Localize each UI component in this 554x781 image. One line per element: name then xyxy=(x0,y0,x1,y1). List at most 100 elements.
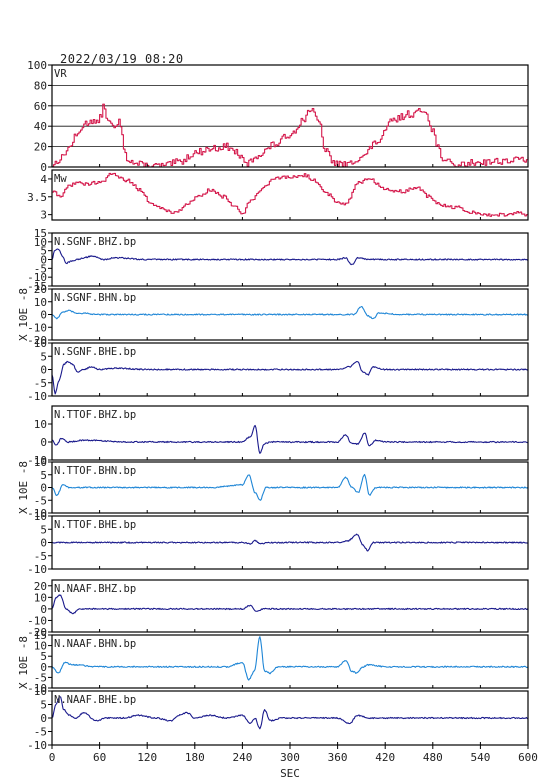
y-tick-label: 0 xyxy=(40,603,47,616)
y-tick-label: -5 xyxy=(34,494,47,507)
panel-label: N.NAAF.BHN.bp xyxy=(54,638,136,650)
panel-label: Mw xyxy=(54,173,67,185)
y-tick-label: -10 xyxy=(27,507,47,520)
x-tick-label: 540 xyxy=(470,751,490,764)
x-axis: 0 60 120 180 240 300 360 420 480 540 600 xyxy=(49,745,538,764)
panel-label: N.TTOF.BHZ.bp xyxy=(54,409,136,421)
panel-frame xyxy=(51,64,529,168)
x-tick-label: 600 xyxy=(518,751,538,764)
panel-label: N.SGNF.BHE.bp xyxy=(54,346,136,358)
y-tick-label: 80 xyxy=(34,79,47,92)
y-tick-label: 10 xyxy=(34,591,47,604)
series-line-naaf-bhe xyxy=(51,696,528,730)
y-tick-label: -10 xyxy=(27,614,47,627)
y-tick-label: 0 xyxy=(40,254,47,267)
y-tick-label: -15 xyxy=(27,280,47,293)
y-tick-label: 20 xyxy=(34,580,47,593)
y-tick-label: 20 xyxy=(34,141,47,154)
y-tick-label: 10 xyxy=(34,296,47,309)
unit-label: X 10E -8 xyxy=(17,636,30,689)
y-tick-label: 20 xyxy=(34,283,47,296)
y-tick-label: 0 xyxy=(40,309,47,322)
panel-label: N.NAAF.BHE.bp xyxy=(54,694,136,706)
series-line-ttof-bhz xyxy=(51,424,529,454)
series-line-ttof-bhe xyxy=(51,533,529,552)
y-tick-label: 3 xyxy=(40,209,47,222)
y-tick-label: 4 xyxy=(40,173,47,186)
series-line-sgnf-bhn xyxy=(51,305,529,320)
panel-label: N.TTOF.BHN.bp xyxy=(54,465,136,477)
x-tick-label: 480 xyxy=(423,751,443,764)
y-tick-label: -10 xyxy=(27,454,47,467)
y-tick-label: 5 xyxy=(40,245,47,258)
y-tick-label: 5 xyxy=(40,699,47,712)
units-layer: X 10E -8 X 10E -8 X 10E -8 xyxy=(17,288,30,689)
y-tick-label: 40 xyxy=(34,120,47,133)
series-line-naaf-bhn xyxy=(51,636,529,681)
panel-mw: 3 3.5 4 Mw xyxy=(27,169,529,222)
panel-label: N.TTOF.BHE.bp xyxy=(54,519,136,531)
x-tick-label: 0 xyxy=(49,751,56,764)
y-tick-label: 5 xyxy=(40,650,47,663)
y-tick-label: 10 xyxy=(34,236,47,249)
y-tick-label: 10 xyxy=(34,418,47,431)
series-line-sgnf-bhz xyxy=(51,248,529,266)
y-tick-label: 3.5 xyxy=(27,191,47,204)
y-tick-label: -10 xyxy=(27,271,47,284)
series-line-naaf-bhz xyxy=(51,594,529,615)
panel-vr: 0 20 40 60 80 100 VR xyxy=(27,59,529,174)
panel-label: N.SGNF.BHZ.bp xyxy=(54,236,136,248)
y-tick-label: -20 xyxy=(27,626,47,639)
y-tick-label: 5 xyxy=(40,469,47,482)
y-tick-label: 0 xyxy=(40,661,47,674)
x-tick-label: 420 xyxy=(375,751,395,764)
y-tick-label: -20 xyxy=(27,334,47,347)
y-tick-label: 10 xyxy=(34,510,47,523)
y-tick-label: -10 xyxy=(27,682,47,695)
series-line-sgnf-bhe xyxy=(51,360,529,395)
y-tick-label: 0 xyxy=(40,712,47,725)
y-tick-label: 15 xyxy=(34,629,47,642)
panel-label: N.SGNF.BHN.bp xyxy=(54,292,136,304)
y-tick-label: 0 xyxy=(40,482,47,495)
y-tick-label: -5 xyxy=(34,726,47,739)
unit-label: X 10E -8 xyxy=(17,461,30,514)
y-tick-label: 100 xyxy=(27,59,47,72)
x-tick-label: 240 xyxy=(232,751,252,764)
y-tick-label: 0 xyxy=(40,364,47,377)
chart-title: 2022/03/19 08:20 xyxy=(60,52,184,66)
unit-label: X 10E -8 xyxy=(17,288,30,341)
panel-label: VR xyxy=(54,68,67,80)
panel-ttof-bhz: -10 0 10 N.TTOF.BHZ.bp xyxy=(27,405,529,467)
series-line-vr xyxy=(52,103,529,168)
y-tick-label: -10 xyxy=(27,321,47,334)
y-tick-label: 0 xyxy=(40,161,47,174)
x-tick-label: 60 xyxy=(93,751,106,764)
y-tick-label: 5 xyxy=(40,523,47,536)
x-tick-label: 120 xyxy=(137,751,157,764)
y-tick-label: 10 xyxy=(34,685,47,698)
series-line-mw xyxy=(52,172,529,217)
y-tick-label: -5 xyxy=(34,550,47,563)
y-tick-label: 10 xyxy=(34,456,47,469)
y-tick-label: 5 xyxy=(40,350,47,363)
y-tick-label: 10 xyxy=(34,337,47,350)
x-tick-label: 180 xyxy=(185,751,205,764)
x-tick-label: 300 xyxy=(280,751,300,764)
y-tick-label: -5 xyxy=(34,671,47,684)
y-tick-label: 60 xyxy=(34,100,47,113)
y-tick-label: -5 xyxy=(34,262,47,275)
y-tick-label: 10 xyxy=(34,640,47,653)
x-axis-label: SEC xyxy=(280,767,300,780)
y-tick-label: -10 xyxy=(27,390,47,403)
y-tick-label: 15 xyxy=(34,227,47,240)
